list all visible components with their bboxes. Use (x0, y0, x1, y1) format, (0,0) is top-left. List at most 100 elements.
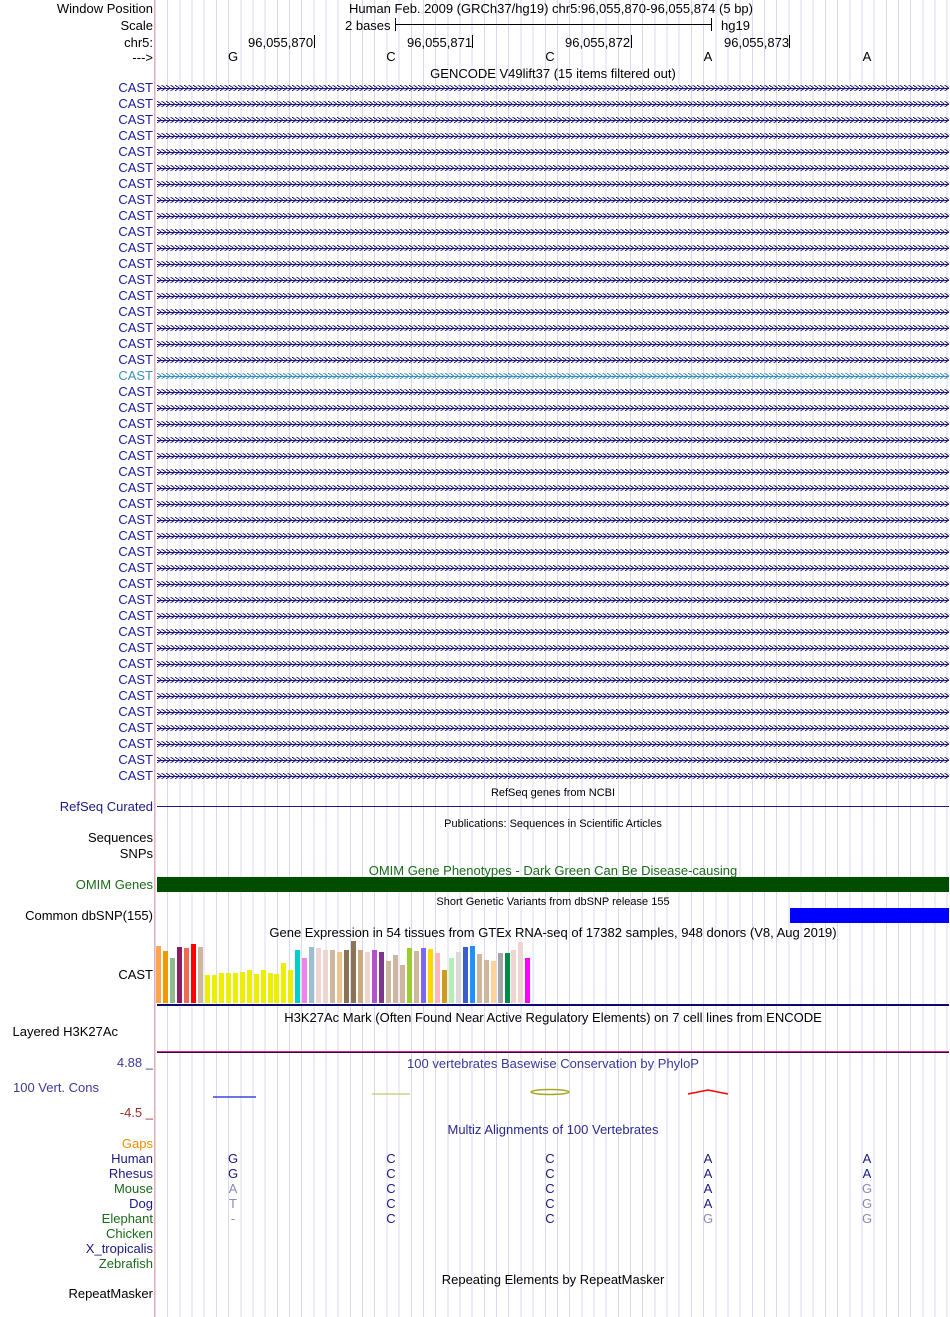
gencode-transcript-feature[interactable] (157, 421, 949, 427)
gencode-transcript-feature[interactable] (157, 613, 949, 619)
gtex-tissue-bar[interactable] (392, 955, 398, 1003)
gencode-transcript-label[interactable]: CAST (118, 448, 153, 463)
gencode-transcript-label[interactable]: CAST (118, 192, 153, 207)
gtex-tissue-bar[interactable] (455, 951, 461, 1003)
species-label[interactable]: Chicken (106, 1226, 153, 1241)
gencode-transcript-label[interactable]: CAST (118, 352, 153, 367)
gtex-tissue-bar[interactable] (490, 960, 496, 1003)
gencode-transcript-label[interactable]: CAST (118, 672, 153, 687)
gencode-transcript-label[interactable]: CAST (118, 528, 153, 543)
gencode-transcript-feature[interactable] (157, 309, 949, 315)
gencode-transcript-label[interactable]: CAST (118, 384, 153, 399)
gtex-tissue-bar[interactable] (323, 949, 329, 1003)
phylop-track-label[interactable]: 100 Vert. Cons (13, 1080, 99, 1095)
gtex-tissue-bar[interactable] (295, 949, 301, 1003)
gtex-tissue-bar[interactable] (218, 972, 224, 1003)
gencode-transcript-label[interactable]: CAST (118, 592, 153, 607)
gtex-tissue-bar[interactable] (197, 946, 203, 1003)
gtex-tissue-bar[interactable] (476, 954, 482, 1003)
gencode-transcript-feature[interactable] (157, 357, 949, 363)
gtex-tissue-bar[interactable] (386, 961, 391, 1003)
gtex-tissue-bar[interactable] (267, 973, 273, 1003)
gencode-transcript-feature[interactable] (157, 677, 949, 683)
species-label[interactable]: Zebrafish (98, 1256, 153, 1271)
gencode-transcript-label[interactable]: CAST (118, 560, 153, 575)
gtex-tissue-bar[interactable] (239, 972, 245, 1003)
gencode-transcript-feature[interactable] (157, 581, 949, 587)
gtex-tissue-bar[interactable] (211, 975, 217, 1003)
gtex-tissue-bar[interactable] (309, 946, 315, 1003)
gtex-tissue-bar[interactable] (448, 957, 454, 1003)
gencode-transcript-feature[interactable] (157, 133, 949, 139)
gencode-transcript-feature[interactable] (157, 101, 949, 107)
gtex-tissue-bar[interactable] (497, 952, 503, 1003)
gencode-transcript-label[interactable]: CAST (118, 224, 153, 239)
gencode-transcript-label[interactable]: CAST (118, 480, 153, 495)
multiz-track-title[interactable]: Multiz Alignments of 100 Vertebrates (447, 1122, 659, 1137)
gtex-tissue-bar[interactable] (399, 965, 405, 1003)
gencode-transcript-feature[interactable] (157, 517, 949, 523)
gencode-transcript-feature[interactable] (157, 485, 949, 491)
gencode-transcript-label[interactable]: CAST (118, 144, 153, 159)
gencode-transcript-feature[interactable] (157, 725, 949, 731)
gtex-tissue-bar[interactable] (344, 949, 350, 1003)
gencode-transcript-label[interactable]: CAST (118, 80, 153, 95)
gtex-tissue-bar[interactable] (511, 949, 517, 1003)
gtex-tissue-bar[interactable] (183, 947, 189, 1003)
gencode-transcript-feature[interactable] (157, 741, 949, 747)
gtex-tissue-bar[interactable] (462, 946, 468, 1003)
gencode-transcript-label[interactable]: CAST (118, 752, 153, 767)
gencode-transcript-label[interactable]: CAST (118, 544, 153, 559)
publications-track-title[interactable]: Publications: Sequences in Scientific Ar… (444, 818, 662, 830)
refseq-track-label[interactable]: RefSeq Curated (59, 799, 153, 814)
gencode-transcript-feature[interactable] (157, 341, 949, 347)
gencode-transcript-label[interactable]: CAST (118, 336, 153, 351)
gencode-transcript-label[interactable]: CAST (118, 288, 153, 303)
gencode-transcript-label[interactable]: CAST (118, 464, 153, 479)
gencode-transcript-label[interactable]: CAST (118, 256, 153, 271)
gencode-transcript-label[interactable]: CAST (118, 688, 153, 703)
gtex-tissue-bar[interactable] (253, 973, 259, 1003)
gtex-tissue-bar[interactable] (156, 945, 161, 1003)
gencode-transcript-feature[interactable] (157, 85, 949, 91)
gtex-tissue-bar[interactable] (483, 959, 489, 1003)
gencode-transcript-feature[interactable] (157, 405, 949, 411)
gencode-transcript-feature[interactable] (157, 373, 949, 379)
gtex-bar-chart[interactable] (156, 940, 536, 1003)
species-label[interactable]: Elephant (101, 1211, 153, 1226)
gtex-tissue-bar[interactable] (427, 949, 433, 1003)
gencode-transcript-label[interactable]: CAST (118, 272, 153, 287)
omim-track-label[interactable]: OMIM Genes (75, 877, 153, 892)
gencode-transcript-label[interactable]: CAST (118, 432, 153, 447)
dbsnp-feature-bar[interactable] (790, 908, 949, 923)
h3k27ac-track-title[interactable]: H3K27Ac Mark (Often Found Near Active Re… (284, 1010, 822, 1025)
dbsnp-track-label[interactable]: Common dbSNP(155) (25, 908, 153, 923)
gencode-transcript-feature[interactable] (157, 149, 949, 155)
refseq-track-title[interactable]: RefSeq genes from NCBI (490, 787, 616, 799)
gtex-tissue-bar[interactable] (379, 951, 385, 1003)
gencode-transcript-label[interactable]: CAST (118, 368, 153, 383)
gencode-transcript-label[interactable]: CAST (118, 640, 153, 655)
gencode-transcript-feature[interactable] (157, 709, 949, 715)
repeatmasker-track-title[interactable]: Repeating Elements by RepeatMasker (441, 1272, 665, 1287)
gtex-tissue-bar[interactable] (504, 952, 510, 1003)
gencode-transcript-feature[interactable] (157, 501, 949, 507)
gtex-tissue-bar[interactable] (274, 973, 280, 1003)
species-label[interactable]: Human (111, 1151, 153, 1166)
gencode-transcript-feature[interactable] (157, 325, 949, 331)
gencode-transcript-feature[interactable] (157, 245, 949, 251)
species-label[interactable]: X_tropicalis (85, 1241, 153, 1256)
gencode-transcript-feature[interactable] (157, 645, 949, 651)
gencode-transcript-label[interactable]: CAST (118, 656, 153, 671)
gtex-tissue-bar[interactable] (330, 949, 336, 1003)
gencode-transcript-label[interactable]: CAST (118, 608, 153, 623)
gencode-transcript-label[interactable]: CAST (118, 704, 153, 719)
gencode-transcript-label[interactable]: CAST (118, 160, 153, 175)
phylop-track-title[interactable]: 100 vertebrates Basewise Conservation by… (407, 1056, 699, 1071)
omim-feature-bar[interactable] (157, 877, 949, 892)
gtex-tissue-bar[interactable] (372, 949, 378, 1003)
gencode-transcript-feature[interactable] (157, 181, 949, 187)
dbsnp-track-title[interactable]: Short Genetic Variants from dbSNP releas… (436, 896, 670, 908)
gencode-transcript-label[interactable]: CAST (118, 208, 153, 223)
gencode-transcript-label[interactable]: CAST (118, 576, 153, 591)
